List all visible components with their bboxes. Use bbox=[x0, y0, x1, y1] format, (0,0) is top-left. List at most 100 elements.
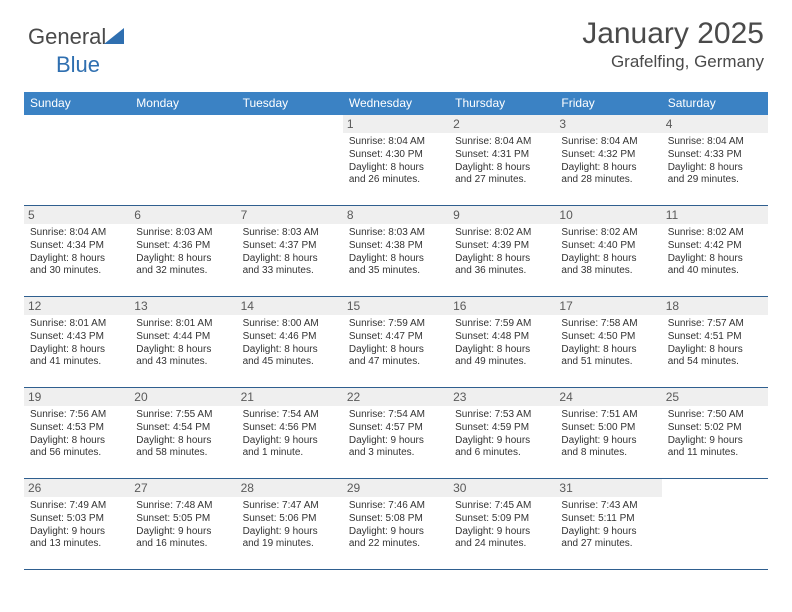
day-number: 13 bbox=[130, 297, 236, 315]
day-number: 2 bbox=[449, 115, 555, 133]
calendar-day-cell: 13 Sunrise: 8:01 AM Sunset: 4:44 PM Dayli… bbox=[130, 297, 236, 388]
page-title: January 2025 bbox=[582, 18, 764, 50]
day-number: 25 bbox=[662, 388, 768, 406]
calendar-day-cell: 17 Sunrise: 7:58 AM Sunset: 4:50 PM Dayli… bbox=[555, 297, 661, 388]
day-number: 1 bbox=[343, 115, 449, 133]
calendar-day-cell: 14 Sunrise: 8:00 AM Sunset: 4:46 PM Dayli… bbox=[237, 297, 343, 388]
weekday-header: Wednesday bbox=[343, 92, 449, 115]
day-number: 18 bbox=[662, 297, 768, 315]
day-info: Sunrise: 8:03 AM Sunset: 4:36 PM Dayligh… bbox=[136, 227, 230, 278]
calendar-day-cell: 5 Sunrise: 8:04 AM Sunset: 4:34 PM Daylig… bbox=[24, 206, 130, 297]
day-info: Sunrise: 7:59 AM Sunset: 4:48 PM Dayligh… bbox=[455, 318, 549, 369]
day-info: Sunrise: 7:55 AM Sunset: 4:54 PM Dayligh… bbox=[136, 409, 230, 460]
calendar-day-cell: 24 Sunrise: 7:51 AM Sunset: 5:00 PM Dayli… bbox=[555, 388, 661, 479]
day-info: Sunrise: 7:58 AM Sunset: 4:50 PM Dayligh… bbox=[561, 318, 655, 369]
day-info: Sunrise: 7:54 AM Sunset: 4:57 PM Dayligh… bbox=[349, 409, 443, 460]
calendar-day-cell: 1Sunrise: 8:04 AM Sunset: 4:30 PM Daylig… bbox=[343, 115, 449, 206]
day-number: 21 bbox=[237, 388, 343, 406]
calendar-day-cell: 22Sunrise: 7:54 AM Sunset: 4:57 PM Dayli… bbox=[343, 388, 449, 479]
brand-word-a: General bbox=[28, 24, 106, 49]
day-number: 19 bbox=[24, 388, 130, 406]
day-number: 15 bbox=[343, 297, 449, 315]
day-number: 5 bbox=[24, 206, 130, 224]
weekday-header: Saturday bbox=[662, 92, 768, 115]
calendar-day-cell: 4 Sunrise: 8:04 AM Sunset: 4:33 PM Daylig… bbox=[662, 115, 768, 206]
calendar-day-cell: 31 Sunrise: 7:43 AM Sunset: 5:11 PM Dayli… bbox=[555, 479, 661, 570]
day-number: 3 bbox=[555, 115, 661, 133]
day-info: Sunrise: 8:04 AM Sunset: 4:33 PM Dayligh… bbox=[668, 136, 762, 187]
day-info: Sunrise: 8:04 AM Sunset: 4:32 PM Dayligh… bbox=[561, 136, 655, 187]
day-info: Sunrise: 8:01 AM Sunset: 4:43 PM Dayligh… bbox=[30, 318, 124, 369]
day-number: 14 bbox=[237, 297, 343, 315]
calendar-day-cell: 20 Sunrise: 7:55 AM Sunset: 4:54 PM Dayli… bbox=[130, 388, 236, 479]
day-info: Sunrise: 7:46 AM Sunset: 5:08 PM Dayligh… bbox=[349, 500, 443, 551]
day-number: 29 bbox=[343, 479, 449, 497]
day-info: Sunrise: 8:04 AM Sunset: 4:31 PM Dayligh… bbox=[455, 136, 549, 187]
day-info: Sunrise: 7:50 AM Sunset: 5:02 PM Dayligh… bbox=[668, 409, 762, 460]
day-info: Sunrise: 7:51 AM Sunset: 5:00 PM Dayligh… bbox=[561, 409, 655, 460]
calendar-day-cell bbox=[662, 479, 768, 570]
day-number: 26 bbox=[24, 479, 130, 497]
calendar-day-cell: 25 Sunrise: 7:50 AM Sunset: 5:02 PM Dayli… bbox=[662, 388, 768, 479]
day-number: 11 bbox=[662, 206, 768, 224]
day-number: 27 bbox=[130, 479, 236, 497]
calendar-day-cell: 8 Sunrise: 8:03 AM Sunset: 4:38 PM Daylig… bbox=[343, 206, 449, 297]
day-info: Sunrise: 8:02 AM Sunset: 4:40 PM Dayligh… bbox=[561, 227, 655, 278]
day-number: 16 bbox=[449, 297, 555, 315]
calendar-day-cell: 19 Sunrise: 7:56 AM Sunset: 4:53 PM Dayli… bbox=[24, 388, 130, 479]
calendar-day-cell: 21 Sunrise: 7:54 AM Sunset: 4:56 PM Dayli… bbox=[237, 388, 343, 479]
day-info: Sunrise: 8:03 AM Sunset: 4:38 PM Dayligh… bbox=[349, 227, 443, 278]
day-info: Sunrise: 8:01 AM Sunset: 4:44 PM Dayligh… bbox=[136, 318, 230, 369]
calendar-week-row: 26 Sunrise: 7:49 AM Sunset: 5:03 PM Dayli… bbox=[24, 479, 768, 570]
calendar-day-cell: 10 Sunrise: 8:02 AM Sunset: 4:40 PM Dayli… bbox=[555, 206, 661, 297]
day-info: Sunrise: 7:43 AM Sunset: 5:11 PM Dayligh… bbox=[561, 500, 655, 551]
day-info: Sunrise: 7:59 AM Sunset: 4:47 PM Dayligh… bbox=[349, 318, 443, 369]
calendar-day-cell: 23Sunrise: 7:53 AM Sunset: 4:59 PM Dayli… bbox=[449, 388, 555, 479]
day-number: 4 bbox=[662, 115, 768, 133]
calendar-day-cell: 16 Sunrise: 7:59 AM Sunset: 4:48 PM Dayli… bbox=[449, 297, 555, 388]
day-info: Sunrise: 7:57 AM Sunset: 4:51 PM Dayligh… bbox=[668, 318, 762, 369]
day-info: Sunrise: 7:45 AM Sunset: 5:09 PM Dayligh… bbox=[455, 500, 549, 551]
calendar-day-cell: 28 Sunrise: 7:47 AM Sunset: 5:06 PM Dayli… bbox=[237, 479, 343, 570]
day-info: Sunrise: 7:49 AM Sunset: 5:03 PM Dayligh… bbox=[30, 500, 124, 551]
calendar-day-cell bbox=[24, 115, 130, 206]
day-number: 7 bbox=[237, 206, 343, 224]
calendar-table: SundayMondayTuesdayWednesdayThursdayFrid… bbox=[24, 92, 768, 570]
calendar-day-cell: 27Sunrise: 7:48 AM Sunset: 5:05 PM Dayli… bbox=[130, 479, 236, 570]
day-number: 10 bbox=[555, 206, 661, 224]
weekday-header: Thursday bbox=[449, 92, 555, 115]
day-number: 8 bbox=[343, 206, 449, 224]
title-block: January 2025 Grafelfing, Germany bbox=[582, 18, 764, 72]
day-info: Sunrise: 7:54 AM Sunset: 4:56 PM Dayligh… bbox=[243, 409, 337, 460]
calendar-week-row: 12Sunrise: 8:01 AM Sunset: 4:43 PM Dayli… bbox=[24, 297, 768, 388]
day-number: 23 bbox=[449, 388, 555, 406]
calendar-day-cell: 26 Sunrise: 7:49 AM Sunset: 5:03 PM Dayli… bbox=[24, 479, 130, 570]
day-number: 28 bbox=[237, 479, 343, 497]
day-number: 9 bbox=[449, 206, 555, 224]
brand-logo: General Blue bbox=[28, 24, 124, 78]
day-number: 24 bbox=[555, 388, 661, 406]
day-info: Sunrise: 8:03 AM Sunset: 4:37 PM Dayligh… bbox=[243, 227, 337, 278]
calendar-day-cell: 12Sunrise: 8:01 AM Sunset: 4:43 PM Dayli… bbox=[24, 297, 130, 388]
day-info: Sunrise: 8:00 AM Sunset: 4:46 PM Dayligh… bbox=[243, 318, 337, 369]
header: General Blue January 2025 Grafelfing, Ge… bbox=[24, 18, 768, 84]
weekday-header: Tuesday bbox=[237, 92, 343, 115]
calendar-header-row: SundayMondayTuesdayWednesdayThursdayFrid… bbox=[24, 92, 768, 115]
day-number: 31 bbox=[555, 479, 661, 497]
calendar-week-row: 1Sunrise: 8:04 AM Sunset: 4:30 PM Daylig… bbox=[24, 115, 768, 206]
weekday-header: Sunday bbox=[24, 92, 130, 115]
calendar-day-cell: 2 Sunrise: 8:04 AM Sunset: 4:31 PM Daylig… bbox=[449, 115, 555, 206]
weekday-header: Monday bbox=[130, 92, 236, 115]
calendar-day-cell: 7 Sunrise: 8:03 AM Sunset: 4:37 PM Daylig… bbox=[237, 206, 343, 297]
calendar-week-row: 19 Sunrise: 7:56 AM Sunset: 4:53 PM Dayli… bbox=[24, 388, 768, 479]
day-info: Sunrise: 7:56 AM Sunset: 4:53 PM Dayligh… bbox=[30, 409, 124, 460]
day-info: Sunrise: 8:02 AM Sunset: 4:39 PM Dayligh… bbox=[455, 227, 549, 278]
day-number: 6 bbox=[130, 206, 236, 224]
day-info: Sunrise: 8:04 AM Sunset: 4:34 PM Dayligh… bbox=[30, 227, 124, 278]
calendar-day-cell: 3 Sunrise: 8:04 AM Sunset: 4:32 PM Daylig… bbox=[555, 115, 661, 206]
calendar-day-cell: 30Sunrise: 7:45 AM Sunset: 5:09 PM Dayli… bbox=[449, 479, 555, 570]
day-number: 20 bbox=[130, 388, 236, 406]
day-number: 17 bbox=[555, 297, 661, 315]
day-info: Sunrise: 7:47 AM Sunset: 5:06 PM Dayligh… bbox=[243, 500, 337, 551]
brand-name: General Blue bbox=[28, 24, 124, 77]
